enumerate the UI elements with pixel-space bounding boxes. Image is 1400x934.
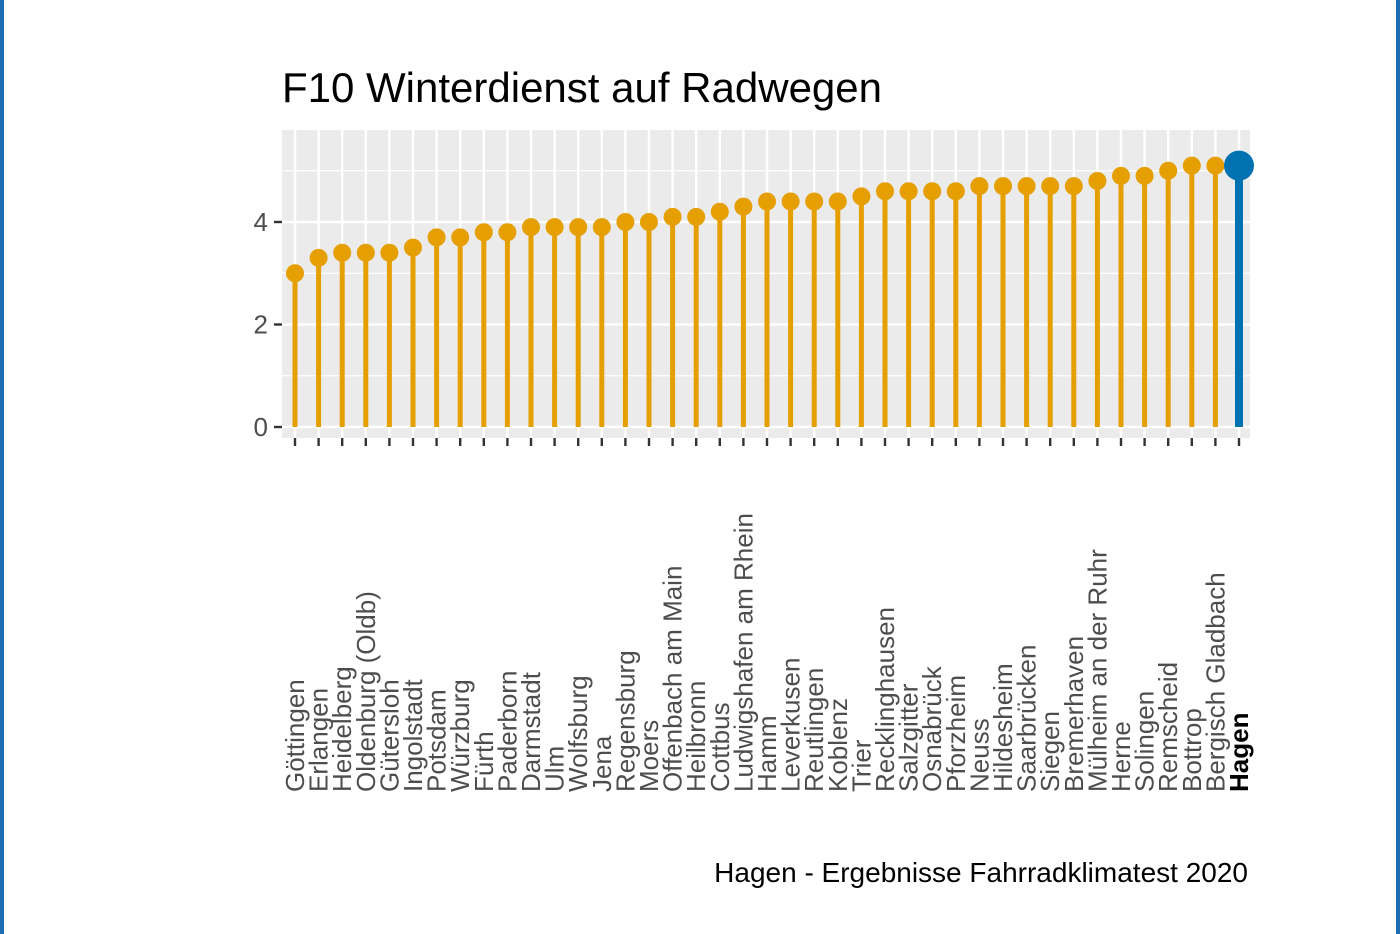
y-tick-label: 0 xyxy=(254,412,268,442)
lollipop-point xyxy=(946,182,965,201)
frame-right-border xyxy=(1396,0,1400,934)
lollipop-point xyxy=(734,197,753,216)
x-tick-label: Ingolstadt xyxy=(398,678,428,792)
x-tick-label: Recklinghausen xyxy=(870,607,900,792)
x-tick-label: Fürth xyxy=(469,731,499,792)
lollipop-point xyxy=(805,192,824,211)
x-tick-label: Mülheim an der Ruhr xyxy=(1082,549,1112,792)
chart-title: F10 Winterdienst auf Radwegen xyxy=(282,64,882,111)
lollipop-point xyxy=(1112,166,1130,185)
lollipop-point xyxy=(687,207,706,226)
lollipop-point xyxy=(758,192,776,211)
lollipop-point xyxy=(333,243,352,262)
x-tick-label: Regensburg xyxy=(610,650,640,792)
chart-caption: Hagen - Ergebnisse Fahrradklimatest 2020 xyxy=(714,857,1248,888)
lollipop-point xyxy=(569,218,588,237)
x-tick-label: Jena xyxy=(587,735,617,792)
x-tick-label: Offenbach am Main xyxy=(658,566,688,792)
x-tick-label: Bremerhaven xyxy=(1059,636,1089,792)
x-tick-label: Osnabrück xyxy=(917,665,947,792)
lollipop-point xyxy=(1041,177,1060,196)
x-tick-label: Salzgitter xyxy=(894,683,924,792)
x-tick-label: Bergisch Gladbach xyxy=(1200,572,1230,792)
lollipop-point xyxy=(781,192,800,211)
lollipop-point xyxy=(828,192,847,211)
x-tick-label: Bottrop xyxy=(1177,708,1207,792)
lollipop-point xyxy=(545,218,564,237)
x-tick-label: Hamm xyxy=(752,715,782,792)
lollipop-point xyxy=(1182,156,1201,175)
x-tick-label: Wolfsburg xyxy=(563,675,593,792)
lollipop-point xyxy=(1135,166,1154,185)
x-tick-label: Gütersloh xyxy=(374,679,404,792)
lollipop-marks xyxy=(286,150,1254,427)
lollipop-point xyxy=(970,177,989,196)
lollipop-point xyxy=(994,177,1012,196)
lollipop-point xyxy=(710,202,729,221)
x-tick-label: Moers xyxy=(634,720,664,792)
lollipop-point xyxy=(474,223,493,242)
lollipop-point xyxy=(876,182,894,201)
x-tick-label: Solingen xyxy=(1130,691,1160,792)
y-axis: 0 2 4 xyxy=(254,207,282,442)
lollipop-point xyxy=(356,243,375,262)
x-tick-label: Cottbus xyxy=(705,702,735,792)
frame-left-border xyxy=(0,0,4,934)
x-tick-label: Paderborn xyxy=(492,671,522,792)
lollipop-point xyxy=(663,207,682,226)
lollipop-point xyxy=(1017,177,1036,196)
lollipop-point xyxy=(498,223,517,242)
x-tick-label: Ulm xyxy=(540,746,570,792)
y-tick-label: 4 xyxy=(254,207,268,237)
x-tick-label: Remscheid xyxy=(1153,662,1183,792)
lollipop-point xyxy=(592,218,611,237)
lollipop-point xyxy=(852,187,871,206)
x-tick-label: Neuss xyxy=(964,718,994,792)
x-tick-label: Würzburg xyxy=(445,679,475,792)
lollipop-point xyxy=(640,213,658,231)
lollipop-point xyxy=(404,238,422,257)
lollipop-point xyxy=(899,182,918,201)
x-tick-label: Trier xyxy=(846,739,876,792)
x-tick-label: Hagen xyxy=(1224,713,1254,792)
y-tick-label: 2 xyxy=(254,310,268,340)
lollipop-point xyxy=(1064,177,1083,196)
lollipop-point xyxy=(923,182,942,201)
x-tick-label: Ludwigshafen am Rhein xyxy=(728,513,758,792)
x-tick-label: Pforzheim xyxy=(941,675,971,792)
lollipop-point xyxy=(616,213,635,231)
x-tick-label: Göttingen xyxy=(280,679,310,792)
x-tick-label: Potsdam xyxy=(422,689,452,792)
x-tick-label: Oldenburg (Oldb) xyxy=(351,591,381,792)
lollipop-point-highlight xyxy=(1224,150,1254,181)
x-tick-label: Erlangen xyxy=(304,688,334,792)
x-tick-label: Herne xyxy=(1106,721,1136,792)
lollipop-point xyxy=(286,264,304,283)
x-tick-label: Siegen xyxy=(1035,711,1065,792)
x-tick-label: Saarbrücken xyxy=(1012,645,1042,792)
lollipop-point xyxy=(427,228,446,247)
lollipop-point xyxy=(451,228,470,247)
lollipop-point xyxy=(522,218,540,237)
x-tick-label: Leverkusen xyxy=(776,658,806,792)
lollipop-point xyxy=(1159,161,1178,180)
x-tick-label: Heilbronn xyxy=(681,681,711,792)
lollipop-point xyxy=(1088,172,1107,190)
x-tick-label: Koblenz xyxy=(823,698,853,792)
x-tick-label: Hildesheim xyxy=(988,663,1018,792)
lollipop-point xyxy=(1206,156,1225,175)
lollipop-point xyxy=(309,248,328,267)
x-tick-label: Darmstadt xyxy=(516,671,546,792)
x-tick-label: Heidelberg xyxy=(327,666,357,792)
x-tick-label: Reutlingen xyxy=(799,668,829,792)
lollipop-point xyxy=(380,243,399,262)
